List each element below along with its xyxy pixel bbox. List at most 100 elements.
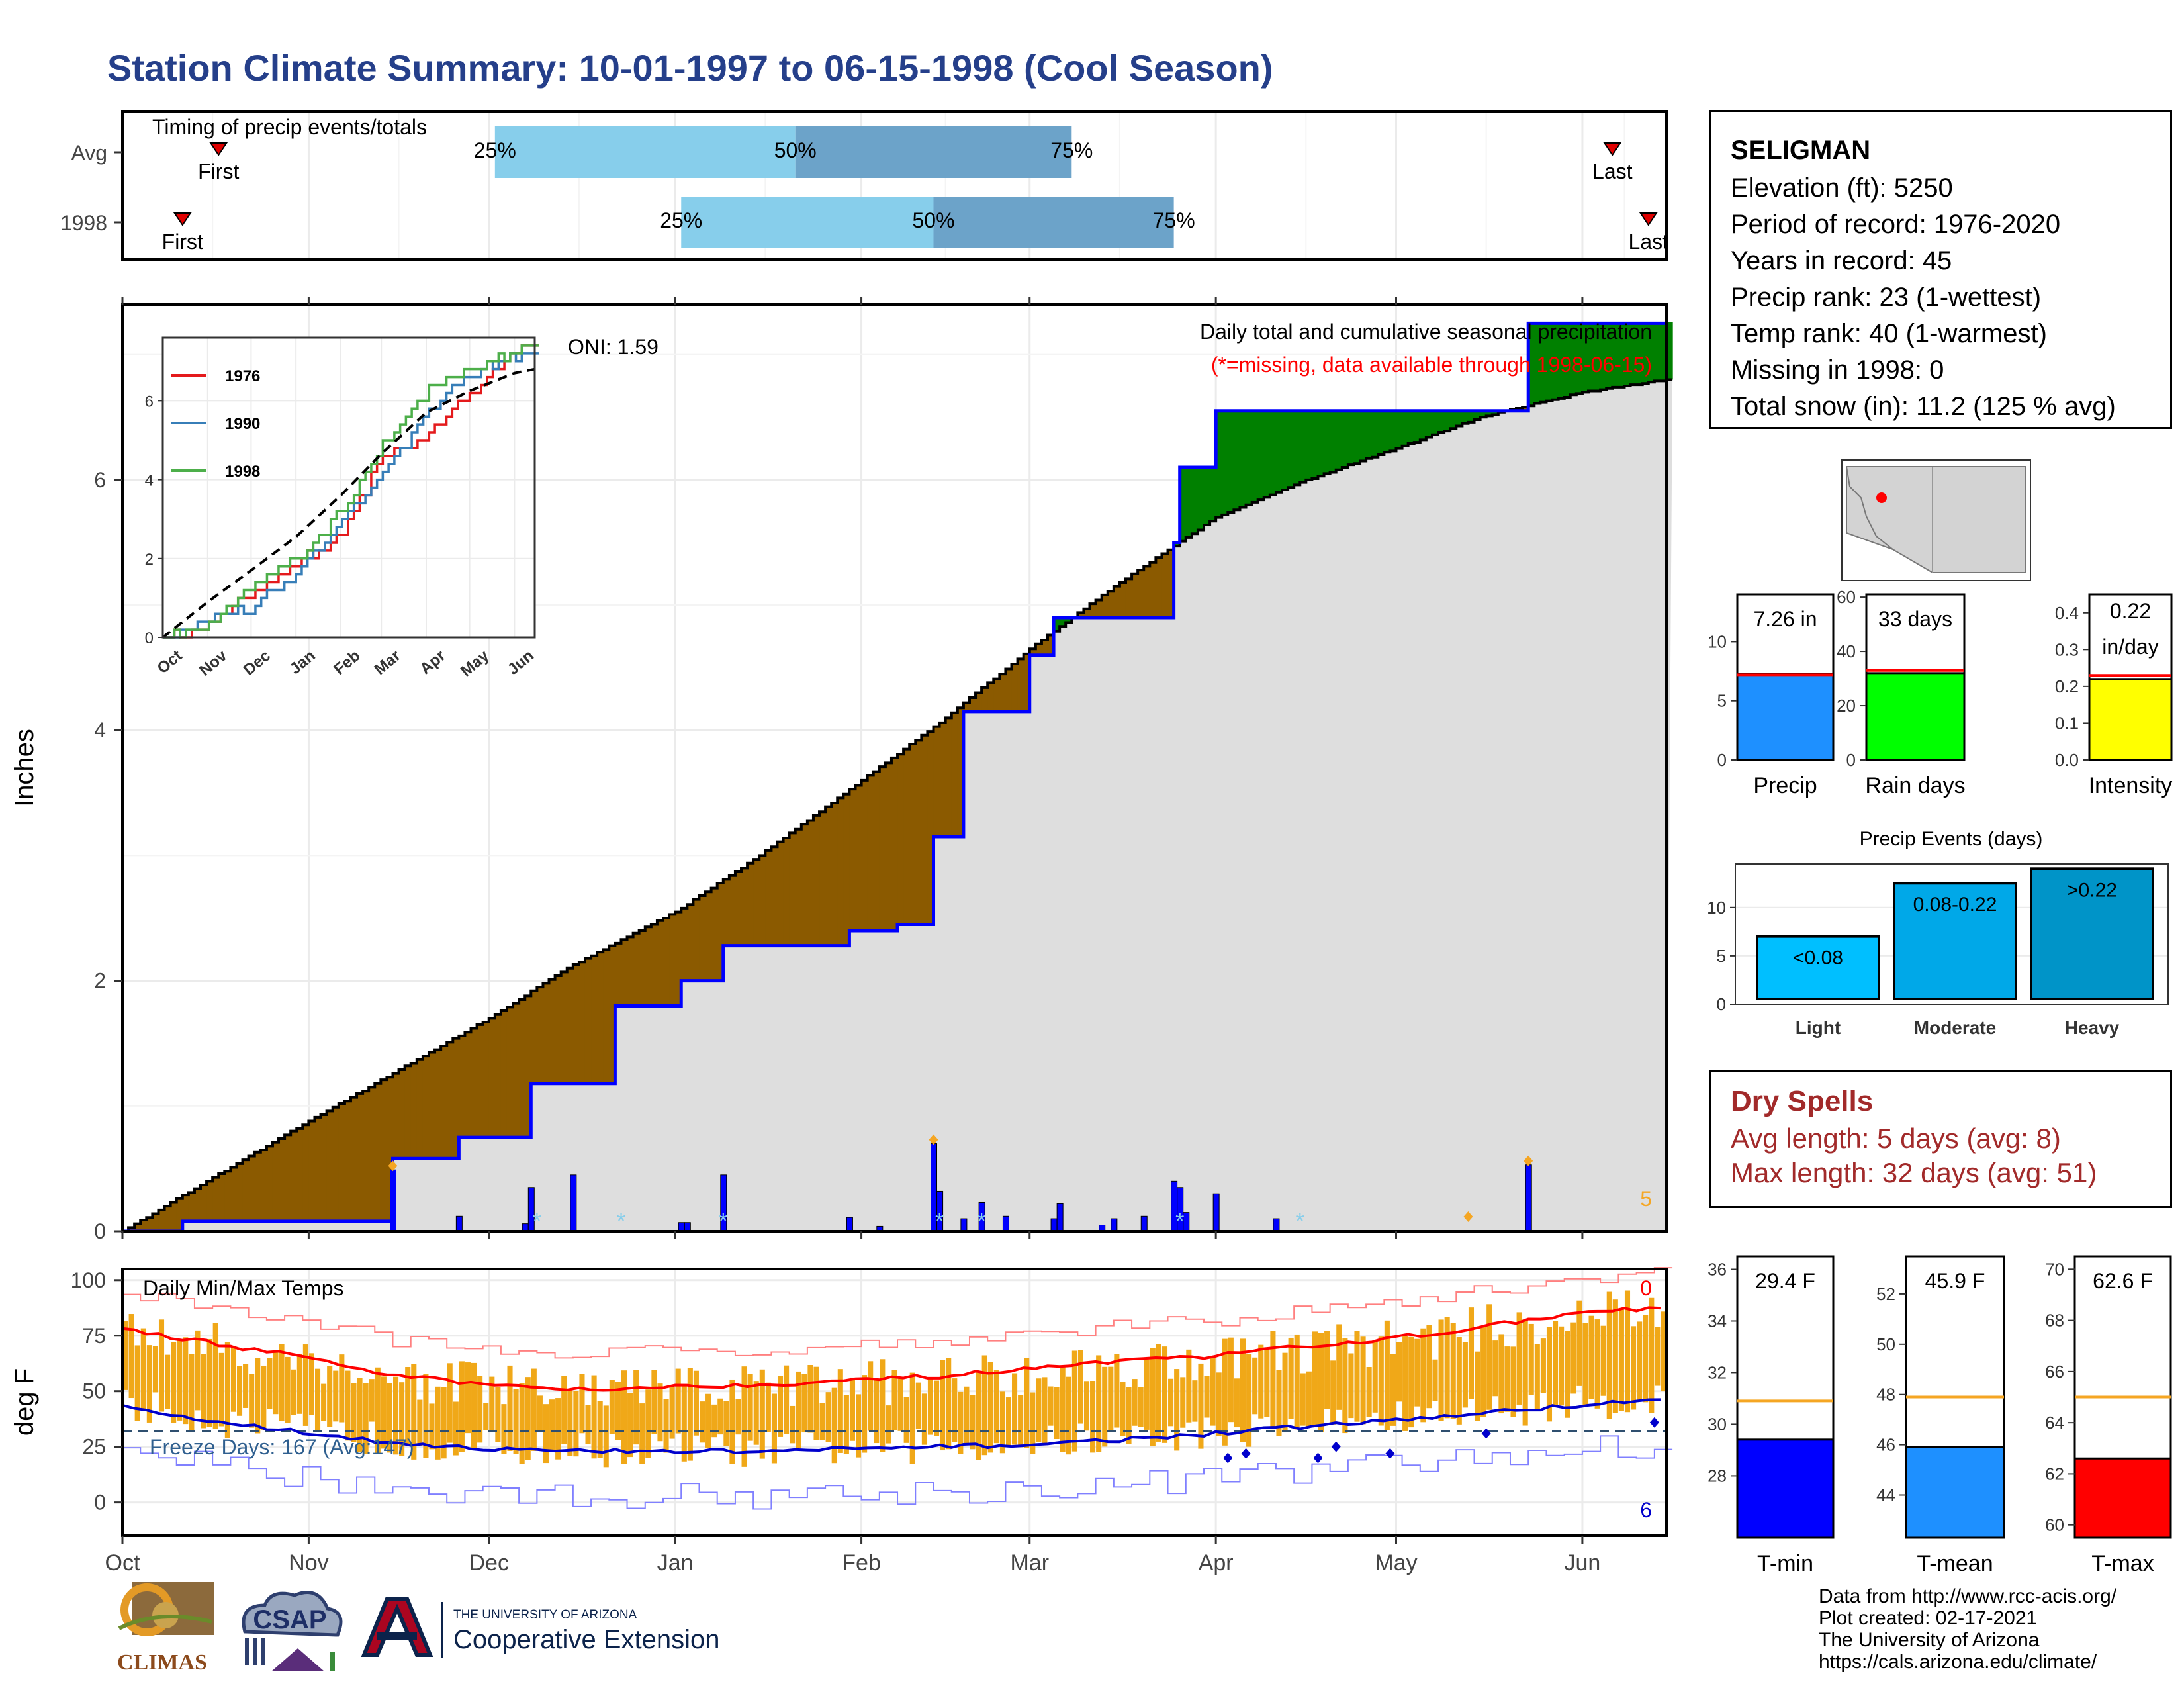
temp-title: Daily Min/Max Temps <box>143 1276 343 1300</box>
daily-temp-bar <box>958 1391 964 1454</box>
intensity-gauge-tick-label: 0.1 <box>2055 713 2079 733</box>
daily-temp-bar <box>1216 1372 1222 1436</box>
precip-surplus-area <box>1353 410 1361 464</box>
station-missing: Missing in 1998: 0 <box>1731 355 1944 385</box>
precip-surplus-area <box>1588 323 1595 391</box>
daily-temp-bar <box>952 1378 958 1442</box>
precip-deficit-area <box>350 1097 357 1221</box>
precip-deficit-area <box>753 859 760 946</box>
timing-1998-last-marker <box>1639 212 1658 226</box>
precip-deficit-area <box>777 841 784 946</box>
precip-deficit-area <box>422 1056 430 1159</box>
daily-temp-bar <box>1210 1358 1216 1426</box>
precip-surplus-area <box>1366 410 1373 459</box>
daily-temp-bar <box>1324 1331 1330 1409</box>
precip-deficit-area <box>500 1011 508 1138</box>
daily-temp-bar <box>687 1368 693 1461</box>
daily-temp-bar <box>1306 1371 1312 1427</box>
daily-temp-bar <box>495 1386 501 1442</box>
daily-temp-bar <box>999 1391 1005 1454</box>
precip-deficit-area <box>945 718 952 837</box>
events-bar-label: Heavy <box>2065 1017 2120 1038</box>
daily-temp-bar <box>1643 1315 1649 1403</box>
precip-deficit-area <box>404 1066 412 1159</box>
precip-deficit-area <box>435 1049 441 1159</box>
precip-deficit-area <box>1107 591 1115 618</box>
daily-temp-bar <box>1264 1348 1270 1417</box>
precip-surplus-area <box>1546 323 1553 401</box>
month-axis-label: Dec <box>469 1550 509 1575</box>
temp-mean-gauge-tick-label: 50 <box>1876 1335 1895 1354</box>
precip-deficit-area <box>1089 604 1097 618</box>
precip-deficit-area <box>915 740 922 925</box>
daily-temp-bar <box>218 1352 224 1427</box>
raindays-gauge-tick-label: 20 <box>1837 696 1856 716</box>
daily-temp-bar <box>1240 1338 1246 1442</box>
events-tick-label: 5 <box>1717 946 1726 966</box>
timing-avg-p25-label: 25% <box>474 138 516 162</box>
daily-temp-bar <box>128 1314 134 1399</box>
precip-surplus-area <box>1648 323 1655 383</box>
daily-temp-bar <box>946 1358 952 1450</box>
daily-temp-bar <box>711 1404 717 1438</box>
station-years: Years in record: 45 <box>1731 246 1952 275</box>
temp-min-gauge-label: T-min <box>1757 1551 1813 1576</box>
daily-temp-bar <box>291 1369 296 1415</box>
daily-temp-bar <box>1168 1378 1174 1427</box>
dry-spells-box: Dry Spells Avg length: 5 days (avg: 8) M… <box>1709 1070 2172 1208</box>
timing-panel: 25% 50% 75% First Last 25% 50% 75% First Last Timi… <box>60 110 1668 261</box>
timing-1998-25-50-bar <box>681 197 934 248</box>
daily-temp-bar <box>1582 1323 1588 1405</box>
daily-precip-bar <box>846 1217 853 1232</box>
page-title: Station Climate Summary: 10-01-1997 to 0… <box>107 47 1273 89</box>
events-panel: Precip Events (days) <0.08 Light 0.08-0.22 M… <box>1707 828 2169 1038</box>
daily-temp-bar <box>302 1344 308 1426</box>
daily-temp-bar <box>1606 1291 1612 1419</box>
daily-temp-bar <box>651 1370 657 1434</box>
intensity-gauge-tick-label: 0.2 <box>2055 677 2079 696</box>
freeze-days-label: Freeze Days: 167 (Avg:147) <box>150 1435 414 1459</box>
daily-temp-bar <box>705 1393 711 1449</box>
precip-deficit-area <box>681 908 688 981</box>
precip-surplus-area <box>1054 617 1060 632</box>
precip-deficit-area <box>170 1202 177 1231</box>
precip-deficit-area <box>1144 566 1150 618</box>
daily-temp-bar <box>1492 1340 1498 1397</box>
daily-temp-bar <box>964 1386 970 1444</box>
precip-surplus-area <box>1263 410 1271 498</box>
daily-temp-bar <box>1144 1358 1150 1430</box>
daily-temp-bar <box>585 1405 591 1444</box>
state-map <box>1841 459 2031 581</box>
intensity-gauge-value-text: 0.22 <box>2110 599 2151 623</box>
precip-surplus-area <box>1330 410 1337 473</box>
precip-y-tick-label: 2 <box>94 969 106 993</box>
daily-temp-bar <box>615 1382 621 1440</box>
daily-temp-bar <box>1083 1381 1090 1431</box>
daily-temp-bar <box>1174 1369 1180 1451</box>
precip-deficit-area <box>428 1052 435 1159</box>
precip-surplus-area <box>1216 410 1222 518</box>
credit-line: https://cals.arizona.edu/climate/ <box>1819 1651 2097 1673</box>
precip-deficit-area <box>597 952 604 1084</box>
daily-temp-bar <box>1054 1387 1060 1440</box>
daily-temp-bar <box>351 1383 357 1442</box>
timing-frame <box>121 110 1668 261</box>
precip-deficit-area <box>933 726 940 837</box>
precip-deficit-area <box>266 1146 273 1221</box>
temp-min-gauge-tick-label: 30 <box>1707 1414 1727 1434</box>
precip-deficit-area <box>338 1103 345 1221</box>
daily-temp-bar <box>831 1387 837 1464</box>
daily-temp-bar <box>1480 1325 1486 1417</box>
daily-precip-bar <box>1056 1203 1064 1232</box>
raindays-gauge-value-text: 33 days <box>1878 607 1952 631</box>
month-axis-label: Oct <box>105 1550 140 1575</box>
precip-gauge-tick-label: 10 <box>1707 632 1727 651</box>
snow-asterisk: * <box>617 1209 625 1234</box>
inset-legend-label: 1998 <box>225 463 260 481</box>
precip-surplus-area <box>1420 410 1427 440</box>
precip-deficit-area <box>789 833 796 946</box>
precip-deficit-area <box>188 1192 195 1221</box>
temp-mean-gauge-label: T-mean <box>1917 1551 1993 1576</box>
timing-1998-50-75-bar <box>933 197 1174 248</box>
precip-surplus-area <box>1222 410 1228 515</box>
